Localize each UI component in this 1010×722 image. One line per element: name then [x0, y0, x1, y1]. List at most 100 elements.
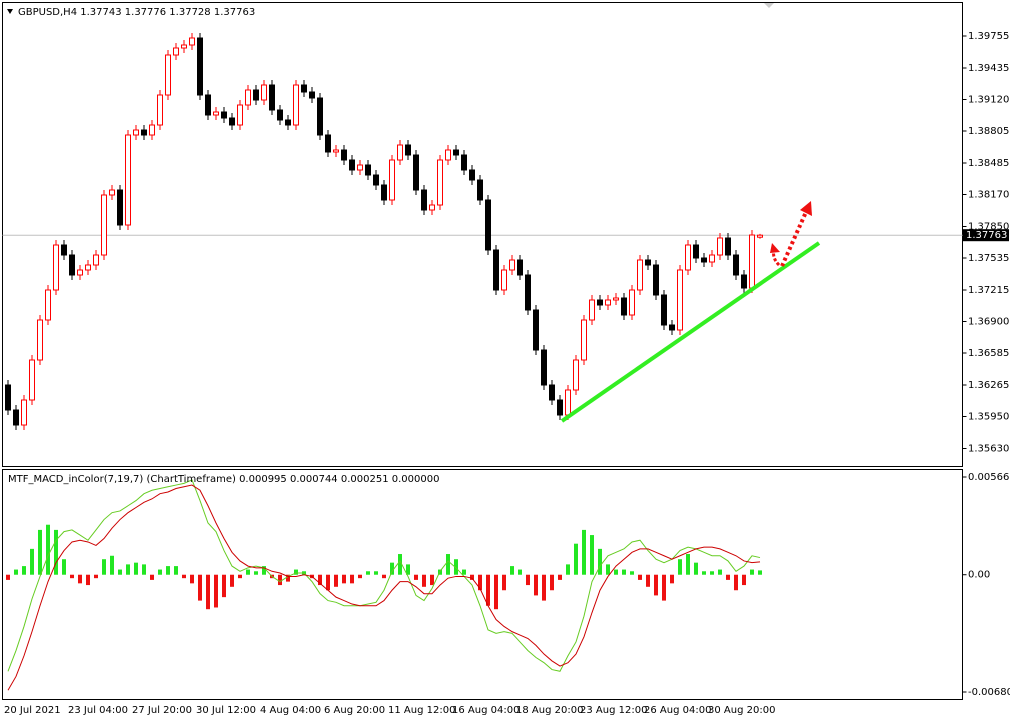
histogram-bar [334, 574, 338, 587]
candle-body [277, 109, 283, 121]
histogram-bar [534, 574, 538, 596]
candle-body [717, 237, 723, 256]
candle-body [37, 319, 43, 361]
candle-body [453, 149, 459, 156]
histogram-bar [590, 535, 594, 575]
candle-body [181, 44, 187, 49]
candle-body [173, 47, 179, 56]
candle-body [573, 359, 579, 391]
histogram-bar [606, 564, 610, 575]
candle-body [365, 164, 371, 176]
histogram-bar [502, 574, 506, 591]
y-tick-label: 1.39755 [968, 31, 1009, 42]
x-tick-label: 26 Aug 04:00 [644, 705, 711, 716]
histogram-bar [414, 574, 418, 580]
candle-body [397, 144, 403, 161]
histogram-bar [214, 574, 218, 608]
candle-body [77, 269, 83, 276]
histogram-bar [318, 574, 322, 586]
histogram-bar [662, 574, 666, 601]
y-tick-label: -0.006802 [968, 687, 1010, 698]
histogram-bar [446, 554, 450, 575]
candle-body [509, 259, 515, 271]
candle-body [597, 299, 603, 306]
candle-body [21, 399, 27, 426]
candle-body [485, 199, 491, 251]
scroll-marker [764, 3, 774, 8]
candle-body [317, 97, 323, 136]
histogram-bar [206, 574, 210, 610]
histogram-bar [38, 529, 42, 575]
y-tick-label: 1.39120 [968, 95, 1009, 106]
candle-body [149, 124, 155, 136]
candle-body [669, 324, 675, 331]
candle-body [693, 244, 699, 259]
candle-body [325, 134, 331, 153]
histogram-bar [102, 559, 106, 575]
candle-body [261, 84, 267, 101]
candle-body [549, 384, 555, 401]
histogram-bar [126, 564, 130, 575]
histogram-bar [398, 554, 402, 575]
candle-body [197, 37, 203, 96]
histogram-bar [286, 574, 290, 582]
histogram-bar [574, 543, 578, 575]
histogram-bar [470, 574, 474, 580]
candle-body [685, 244, 691, 271]
histogram-bar [718, 569, 722, 575]
candle-body [421, 189, 427, 211]
candle-body [709, 254, 715, 263]
x-tick-label: 16 Aug 04:00 [452, 705, 519, 716]
histogram-bar [78, 574, 82, 584]
indicator-line [7, 484, 761, 691]
candle-body [429, 204, 435, 211]
histogram-bar [262, 566, 266, 575]
arrow-head [770, 243, 780, 253]
candle-body [749, 234, 755, 289]
candle-body [45, 289, 51, 321]
candle-body [581, 319, 587, 361]
candle-body [493, 249, 499, 291]
candle-body [381, 184, 387, 201]
histogram-bar [374, 571, 378, 575]
candle-body [605, 299, 611, 306]
candle-body [101, 194, 107, 256]
histogram-bar [230, 574, 234, 587]
y-tick-label: 1.36900 [968, 317, 1009, 328]
x-tick-label: 18 Aug 20:00 [516, 705, 583, 716]
candle-body [557, 399, 563, 416]
candle-body [133, 129, 139, 136]
histogram-bar [558, 574, 562, 580]
histogram-bar [134, 562, 138, 575]
histogram-bar [6, 574, 10, 580]
histogram-bar [622, 569, 626, 575]
candle-body [733, 254, 739, 276]
candle-body [165, 54, 171, 96]
histogram-bar [366, 571, 370, 575]
histogram-bar [462, 569, 466, 575]
candle-body [285, 119, 291, 126]
candle-body [637, 259, 643, 291]
histogram-bar [158, 569, 162, 575]
y-tick-label: 1.38485 [968, 158, 1009, 169]
candle-body [189, 37, 195, 46]
candle-body [13, 409, 19, 426]
histogram-bar [294, 569, 298, 575]
histogram-bar [254, 571, 258, 575]
candle-body [525, 274, 531, 311]
candle-body [621, 297, 627, 316]
candle-body [349, 159, 355, 171]
candle-body [725, 237, 731, 256]
y-tick-label: 1.36265 [968, 380, 1009, 391]
candle-body [541, 349, 547, 386]
histogram-bar [238, 574, 242, 579]
candle-body [677, 269, 683, 331]
y-tick-label: 1.38805 [968, 126, 1009, 137]
histogram-bar [390, 562, 394, 575]
candle-body [613, 297, 619, 301]
candle-body [229, 117, 235, 126]
histogram-bar [342, 574, 346, 584]
candle-body [445, 149, 451, 161]
candle-body [469, 169, 475, 181]
